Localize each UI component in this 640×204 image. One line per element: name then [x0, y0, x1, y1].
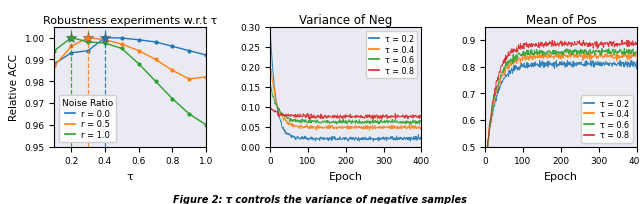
Title: Mean of Pos: Mean of Pos — [525, 13, 596, 26]
Y-axis label: Relative ACC: Relative ACC — [9, 54, 19, 121]
X-axis label: τ: τ — [127, 171, 134, 181]
Legend: τ = 0.2, τ = 0.4, τ = 0.6, τ = 0.8: τ = 0.2, τ = 0.4, τ = 0.6, τ = 0.8 — [365, 32, 417, 79]
Text: Figure 2: τ controls the variance of negative samples: Figure 2: τ controls the variance of neg… — [173, 194, 467, 204]
Title: Variance of Neg: Variance of Neg — [299, 13, 392, 26]
Title: Robustness experiments w.r.t τ: Robustness experiments w.r.t τ — [43, 16, 218, 25]
Legend: τ = 0.2, τ = 0.4, τ = 0.6, τ = 0.8: τ = 0.2, τ = 0.4, τ = 0.6, τ = 0.8 — [581, 96, 633, 143]
Legend: r = 0.0, r = 0.5, r = 1.0: r = 0.0, r = 0.5, r = 1.0 — [59, 95, 116, 143]
X-axis label: Epoch: Epoch — [328, 171, 363, 181]
X-axis label: Epoch: Epoch — [544, 171, 578, 181]
